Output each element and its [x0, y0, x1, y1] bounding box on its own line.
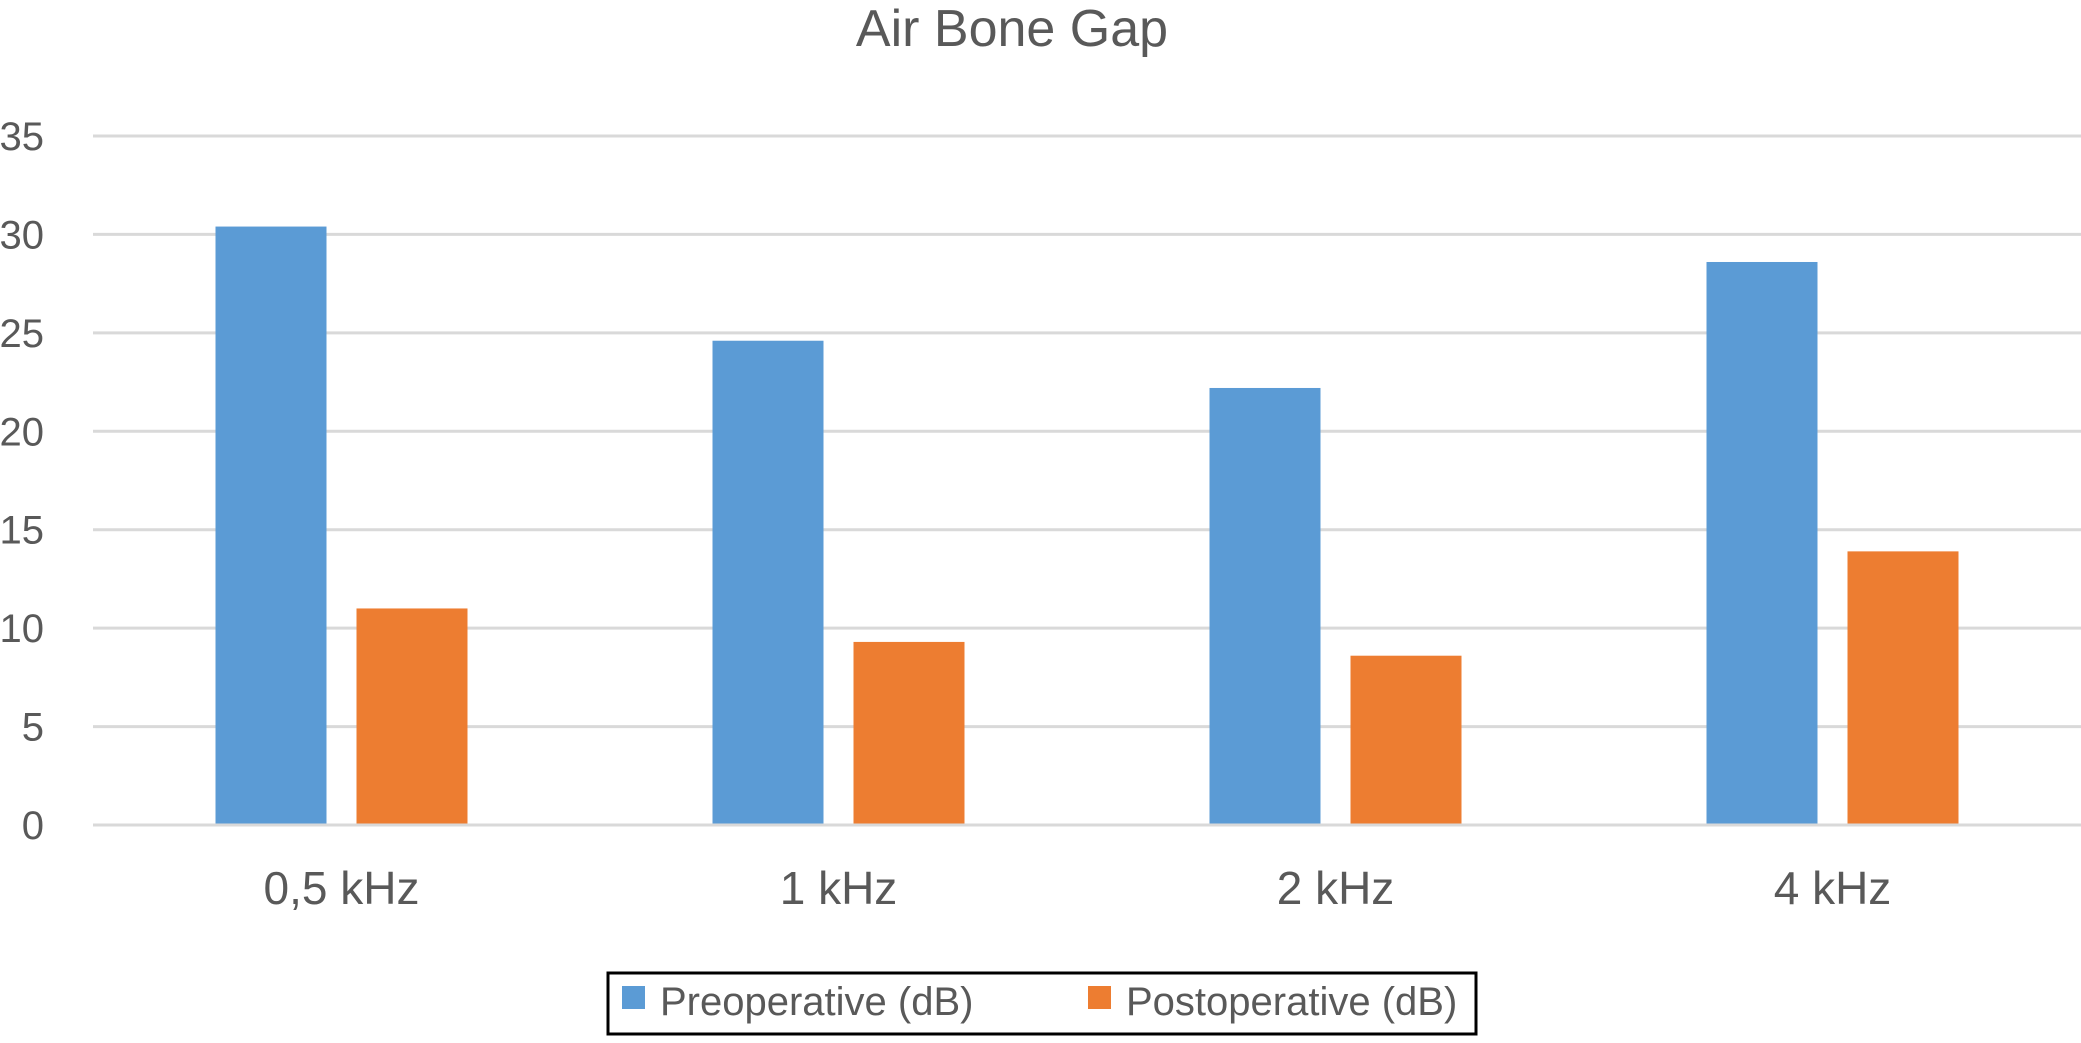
- bar-postoperative: [356, 608, 468, 825]
- x-tick-label: 1 kHz: [780, 862, 898, 914]
- legend: Preoperative (dB) Postoperative (dB): [606, 971, 1478, 1036]
- bar-preoperative: [1209, 387, 1321, 825]
- y-tick-label: 20: [0, 410, 44, 454]
- y-tick-label: 5: [22, 706, 44, 750]
- y-tick-label: 35: [0, 115, 44, 159]
- legend-label-postoperative: Postoperative (dB): [1126, 980, 1457, 1024]
- y-axis-tick-labels: 0 5 10 15 20 25 30 35: [0, 115, 44, 848]
- bar-postoperative: [1350, 655, 1462, 825]
- y-tick-label: 30: [0, 213, 44, 257]
- y-tick-label: 10: [0, 607, 44, 651]
- legend-border: [606, 971, 1478, 1036]
- legend-swatch-preoperative: [622, 986, 645, 1009]
- x-tick-label: 4 kHz: [1774, 862, 1892, 914]
- y-tick-label: 15: [0, 509, 44, 553]
- legend-swatch-postoperative: [1088, 986, 1111, 1009]
- y-tick-label: 0: [22, 804, 44, 848]
- legend-label-preoperative: Preoperative (dB): [660, 980, 973, 1024]
- bar-preoperative: [712, 340, 824, 825]
- bar-preoperative: [1706, 261, 1818, 825]
- x-tick-label: 0,5 kHz: [264, 862, 420, 914]
- x-axis-tick-labels: 0,5 kHz 1 kHz 2 kHz 4 kHz: [264, 862, 1892, 914]
- chart-title: Air Bone Gap: [856, 0, 1168, 58]
- y-tick-label: 25: [0, 312, 44, 356]
- x-tick-label: 2 kHz: [1277, 862, 1395, 914]
- bar-preoperative: [215, 226, 327, 825]
- bar-postoperative: [1847, 551, 1959, 825]
- bar-postoperative: [853, 641, 965, 825]
- bars: [93, 226, 2081, 827]
